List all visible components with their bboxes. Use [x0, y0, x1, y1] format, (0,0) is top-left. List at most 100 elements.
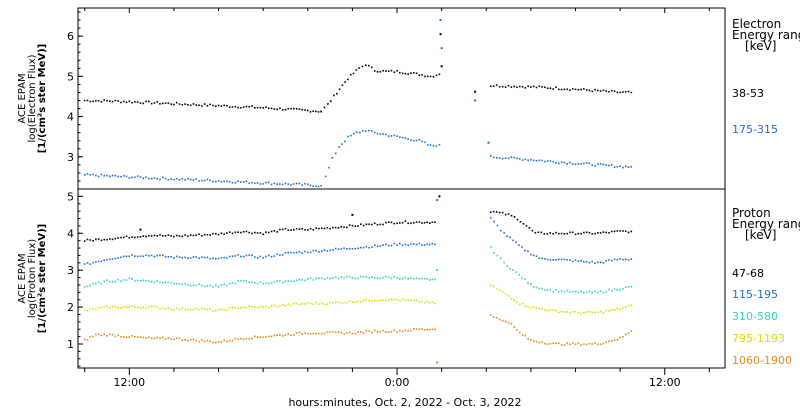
data-point	[613, 288, 616, 290]
data-point	[276, 108, 278, 111]
data-point	[170, 178, 172, 180]
data-point	[421, 300, 423, 303]
data-point	[153, 177, 156, 179]
data-point	[530, 339, 532, 341]
data-point	[312, 279, 315, 281]
data-point	[92, 100, 94, 103]
data-point	[498, 289, 501, 291]
data-point	[396, 135, 398, 137]
data-point	[566, 163, 568, 165]
data-point	[231, 306, 234, 309]
data-point	[295, 332, 298, 334]
data-point	[435, 145, 438, 147]
data-point	[148, 234, 150, 237]
data-point	[401, 136, 404, 139]
data-point	[387, 70, 390, 72]
data-point	[114, 305, 117, 308]
data-point	[178, 308, 181, 311]
data-point	[346, 301, 348, 304]
data-point	[304, 279, 306, 282]
data-point	[385, 133, 387, 136]
data-point	[276, 280, 278, 282]
data-point	[527, 306, 529, 308]
data-point	[588, 290, 591, 293]
data-point	[178, 283, 181, 285]
data-point	[295, 279, 298, 282]
data-point	[524, 87, 527, 89]
data-point	[312, 249, 315, 252]
data-point	[585, 343, 588, 346]
data-point	[128, 336, 131, 338]
data-point	[410, 243, 412, 245]
data-point	[349, 73, 352, 76]
data-point	[370, 129, 373, 132]
data-point	[189, 308, 192, 311]
data-point	[577, 232, 580, 235]
data-point	[251, 105, 253, 107]
data-point	[616, 165, 619, 168]
data-point	[399, 71, 401, 74]
data-point	[538, 257, 541, 259]
data-point	[489, 211, 492, 213]
data-point	[407, 244, 409, 247]
data-point	[226, 104, 228, 107]
data-point	[267, 107, 270, 110]
data-point	[164, 177, 167, 180]
data-point	[170, 255, 172, 258]
data-point	[619, 230, 621, 232]
data-point	[334, 247, 337, 250]
data-point	[527, 250, 529, 252]
data-point	[181, 257, 184, 259]
data-point	[373, 70, 376, 72]
data-point	[323, 303, 326, 306]
data-point	[489, 314, 492, 316]
data-point	[164, 102, 167, 105]
data-point	[399, 299, 401, 302]
data-point	[89, 308, 92, 310]
data-point	[175, 101, 178, 104]
data-point	[599, 90, 602, 92]
data-point	[240, 255, 242, 258]
data-point	[248, 254, 251, 256]
data-point	[521, 334, 524, 336]
data-point	[220, 232, 223, 234]
data-point	[156, 177, 159, 180]
data-point	[431, 301, 434, 303]
data-point	[415, 139, 418, 142]
data-point	[195, 256, 198, 258]
data-point	[242, 280, 245, 282]
data-point	[390, 330, 393, 333]
data-point	[237, 231, 239, 234]
data-point	[120, 175, 122, 178]
data-point	[602, 163, 605, 166]
data-point	[376, 223, 379, 226]
data-point	[423, 277, 426, 280]
data-point	[131, 101, 133, 104]
data-point	[240, 181, 242, 183]
data-point	[284, 304, 287, 307]
data-point	[315, 301, 317, 304]
data-point	[117, 257, 119, 259]
data-point	[329, 331, 331, 333]
data-point	[281, 183, 284, 186]
data-point	[560, 290, 563, 292]
data-point	[148, 306, 150, 308]
data-point	[95, 308, 97, 311]
data-point	[206, 178, 209, 181]
data-point	[421, 327, 423, 330]
data-point	[304, 182, 306, 185]
data-point	[234, 105, 237, 108]
data-point	[541, 341, 543, 344]
data-point	[231, 181, 234, 184]
data-point	[525, 225, 528, 227]
data-point	[259, 305, 262, 308]
legend-entry-38-53: 38-53	[732, 87, 764, 100]
data-point	[206, 256, 209, 259]
data-point	[516, 218, 519, 221]
data-point	[627, 166, 630, 168]
data-point	[161, 307, 164, 309]
data-point	[549, 87, 552, 90]
data-point	[624, 286, 627, 288]
data-point	[602, 342, 605, 345]
